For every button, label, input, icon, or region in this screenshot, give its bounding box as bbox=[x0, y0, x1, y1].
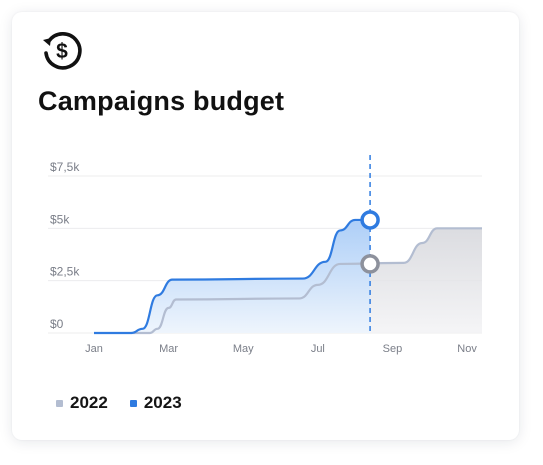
legend-item-2022[interactable]: 2022 bbox=[56, 393, 108, 413]
legend-label-2023: 2023 bbox=[143, 393, 182, 412]
legend-swatch-2022 bbox=[56, 399, 63, 407]
budget-card bbox=[12, 12, 519, 440]
legend-swatch-2023 bbox=[129, 399, 137, 407]
legend-item-2023[interactable]: 2023 bbox=[129, 393, 182, 413]
svg-text:$: $ bbox=[56, 40, 68, 63]
legend-label-2022: 2022 bbox=[70, 393, 108, 412]
page-title: Campaigns budget bbox=[38, 86, 285, 116]
dollar-refresh-icon: $ bbox=[43, 32, 82, 70]
legend: 2022 2023 bbox=[56, 393, 182, 413]
